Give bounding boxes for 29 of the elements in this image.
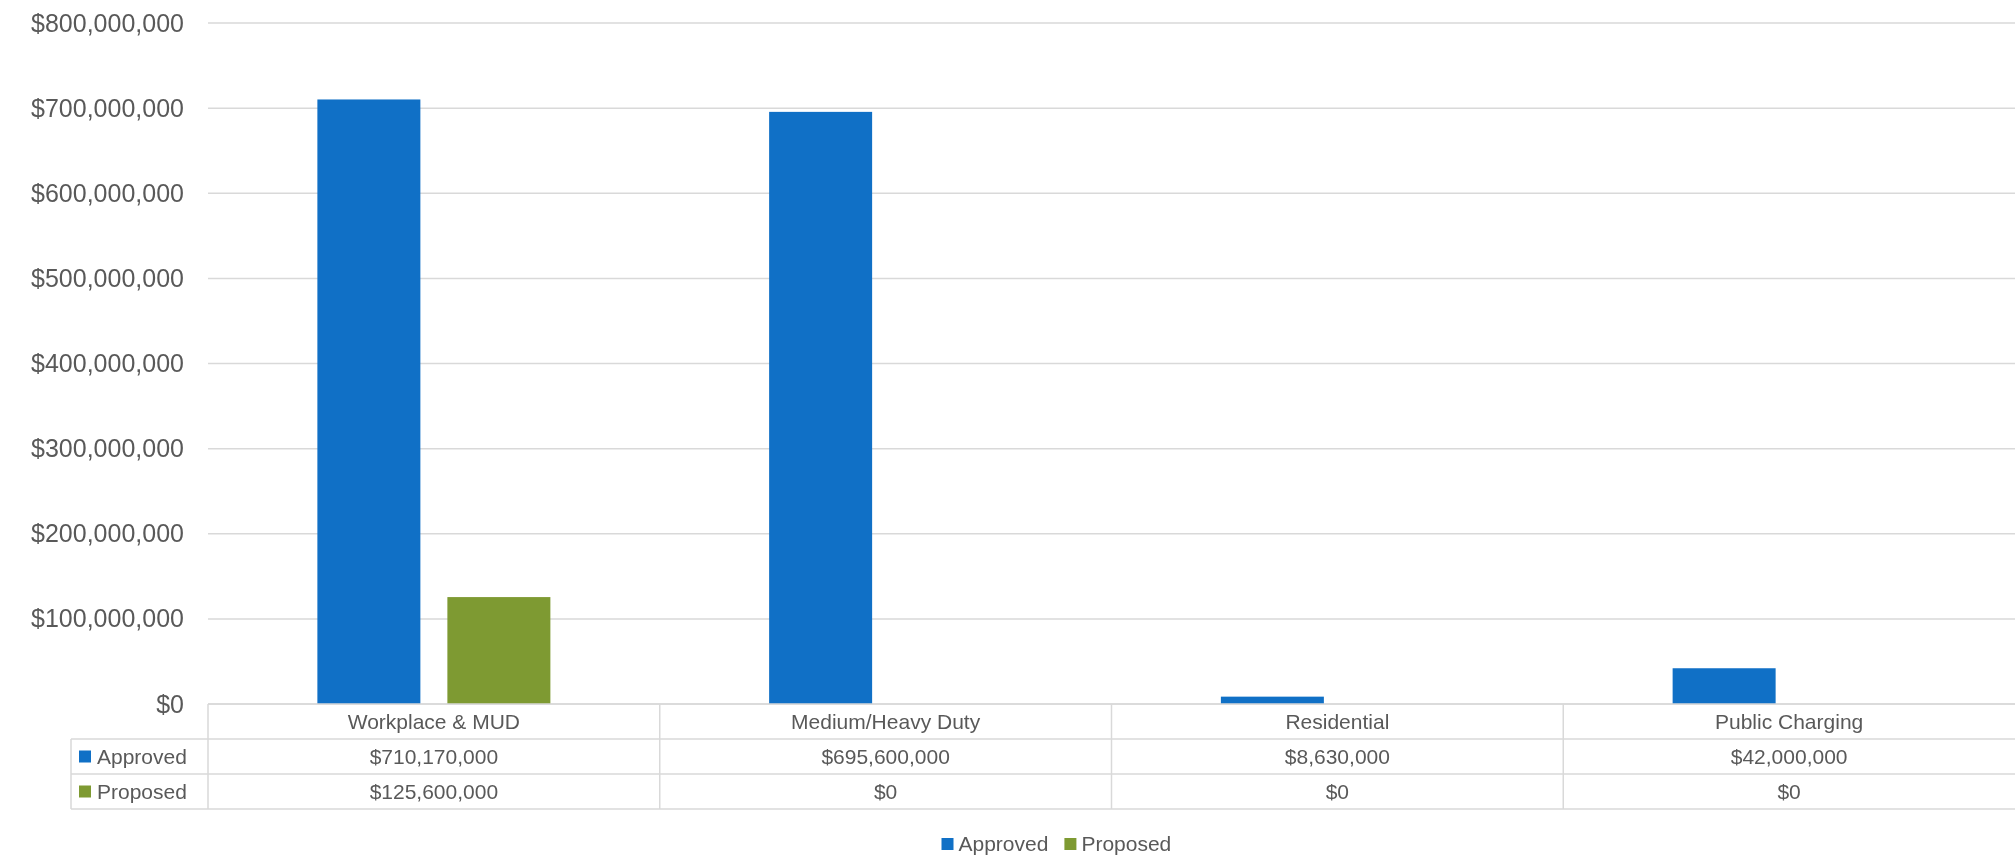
data-label: $710,170,000: [369, 744, 499, 768]
data-label: $8,630,000: [1284, 744, 1390, 768]
bar: [769, 111, 873, 704]
legend-label: Proposed: [97, 779, 187, 803]
y-tick-label: $100,000,000: [31, 604, 184, 633]
y-tick-label: $400,000,000: [31, 349, 184, 377]
x-tick-label: Public Charging: [1714, 709, 1864, 733]
y-tick-label: $0: [156, 689, 184, 718]
y-tick-label: $800,000,000: [31, 8, 184, 37]
data-label: $125,600,000: [369, 779, 499, 803]
y-tick-label: $600,000,000: [31, 178, 184, 207]
x-tick-label: Residential: [1285, 709, 1390, 733]
data-label: $0: [1325, 779, 1350, 803]
x-tick-label: Workplace & MUD: [347, 709, 521, 733]
text: Proposed: [1081, 832, 1172, 856]
legend-label: Approved: [958, 832, 1049, 856]
data-label: $42,000,000: [1730, 744, 1848, 768]
text: Approved: [97, 744, 187, 768]
y-tick-label: $300,000,000: [31, 434, 184, 463]
y-tick-label: $200,000,000: [31, 519, 184, 548]
data-label: $0: [1777, 779, 1801, 803]
x-tick-label: Medium/Heavy Duty: [791, 709, 981, 733]
bar: [447, 597, 551, 704]
y-tick-label: $700,000,000: [31, 93, 184, 122]
y-tick-label: $500,000,000: [31, 263, 184, 292]
bar: [1672, 668, 1776, 704]
data-label: $0: [873, 779, 898, 803]
bar: [317, 99, 421, 704]
data-label: $695,600,000: [821, 744, 950, 768]
